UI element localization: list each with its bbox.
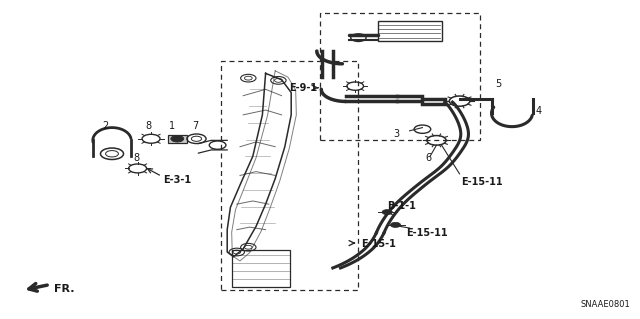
Text: E-3-1: E-3-1: [163, 175, 191, 185]
Bar: [378, 21, 442, 41]
Bar: [221, 61, 358, 290]
Circle shape: [171, 136, 184, 142]
Text: E-9-1: E-9-1: [289, 83, 317, 93]
Text: 2: 2: [102, 121, 109, 131]
Bar: [320, 13, 480, 140]
Text: E-15-1: E-15-1: [362, 239, 396, 249]
Text: E-15-11: E-15-11: [406, 228, 448, 238]
Text: 8: 8: [145, 121, 152, 131]
Text: B-1-1: B-1-1: [387, 201, 416, 211]
Bar: [232, 250, 290, 287]
Text: 3: 3: [394, 129, 400, 139]
Text: 4: 4: [536, 107, 542, 116]
Text: FR.: FR.: [54, 284, 75, 294]
Bar: [168, 135, 187, 143]
Text: 7: 7: [192, 121, 198, 131]
Text: SNAAE0801: SNAAE0801: [580, 300, 630, 309]
Text: E-15-11: E-15-11: [461, 177, 502, 187]
Circle shape: [382, 210, 392, 215]
Text: 5: 5: [495, 79, 501, 89]
Text: 6: 6: [426, 153, 432, 163]
Circle shape: [390, 222, 401, 227]
Text: 1: 1: [168, 121, 175, 131]
Text: 8: 8: [133, 153, 140, 163]
